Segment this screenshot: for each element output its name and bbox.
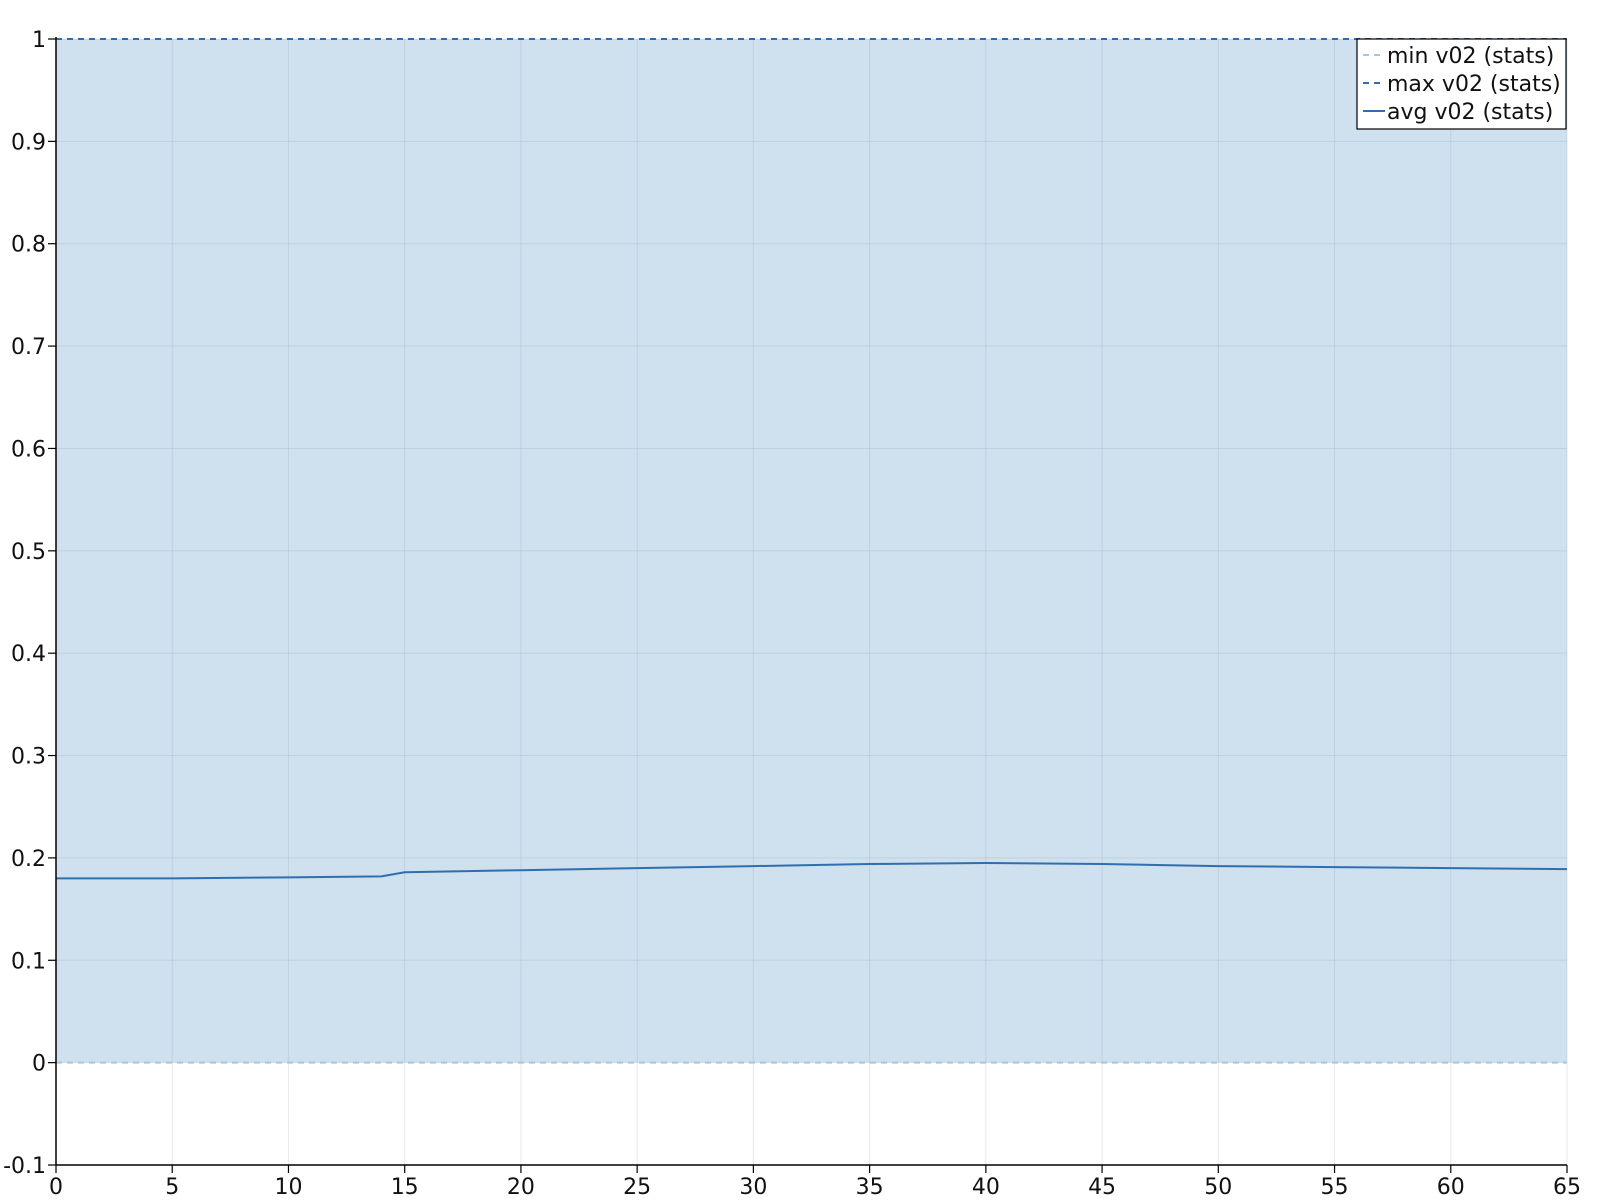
x-tick-label: 45 [1088, 1175, 1116, 1200]
legend-label: avg v02 (stats) [1387, 100, 1553, 125]
x-tick-label: 65 [1553, 1175, 1581, 1200]
y-tick-label: 0.5 [11, 540, 46, 565]
x-tick-label: 10 [274, 1175, 302, 1200]
x-tick-label: 35 [856, 1175, 884, 1200]
x-tick-label: 20 [507, 1175, 535, 1200]
y-tick-label: 1 [32, 28, 46, 53]
min-max-band [56, 39, 1567, 1063]
x-tick-label: 0 [49, 1175, 63, 1200]
series-line-avg [56, 862, 1568, 880]
x-tick-label: 15 [391, 1175, 419, 1200]
x-tick-label: 25 [623, 1175, 651, 1200]
y-tick-label: 0.6 [11, 437, 46, 462]
y-tick-label: 0.9 [11, 130, 46, 155]
x-tick-label: 5 [165, 1175, 179, 1200]
y-tick-label: 0 [32, 1052, 46, 1077]
y-tick-label: -0.1 [3, 1154, 46, 1179]
x-tick-label: 50 [1204, 1175, 1232, 1200]
y-tick-label: 0.3 [11, 745, 46, 770]
x-tick-label: 40 [972, 1175, 1000, 1200]
legend-box [1356, 38, 1567, 130]
y-tick-label: 0.7 [11, 335, 46, 360]
y-tick-label: 0.4 [11, 642, 46, 667]
legend-label: max v02 (stats) [1387, 72, 1561, 97]
y-tick-label: 0.2 [11, 847, 46, 872]
x-tick-label: 60 [1437, 1175, 1465, 1200]
x-tick-label: 30 [739, 1175, 767, 1200]
y-tick-label: 0.1 [11, 949, 46, 974]
x-tick-label: 55 [1321, 1175, 1349, 1200]
legend-label: min v02 (stats) [1387, 44, 1554, 69]
y-tick-label: 0.8 [11, 233, 46, 258]
